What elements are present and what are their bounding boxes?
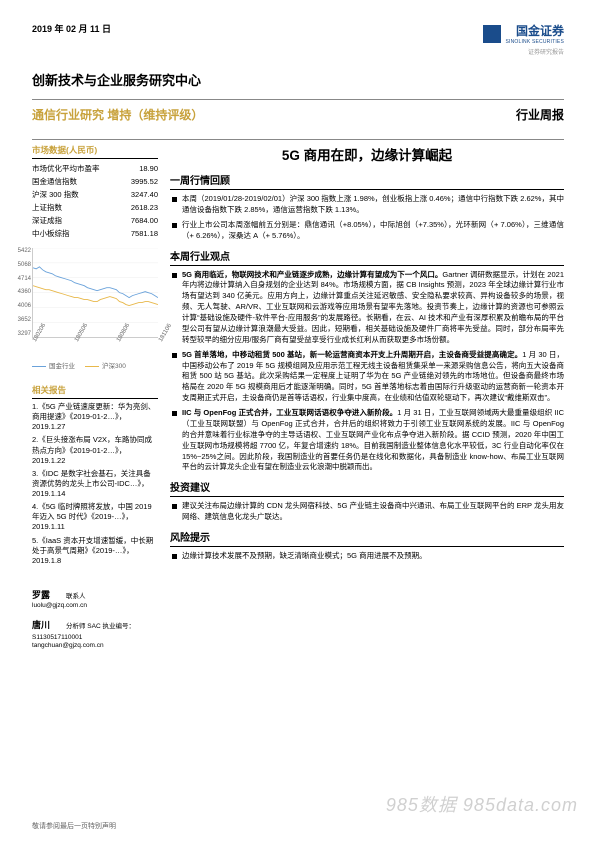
- related-item: 4.《5G 临时牌照将发放，中国 2019 年迈入 5G 时代》《2019-…》…: [32, 502, 158, 532]
- related-item: 2.《巨头接涨布局 V2X，车路协同成热点方向》《2019-01-2…》，201…: [32, 435, 158, 465]
- bullet-item: IIC 与 OpenFog 正式合并，工业互联网话语权争夺进入新阶段。1 月 3…: [170, 408, 564, 473]
- report-date: 2019 年 02 月 11 日: [32, 22, 111, 35]
- bullet-item: 行业上市公司本周涨幅前五分别是：鼎信通讯（+8.05%），中际旭创（+7.35%…: [170, 220, 564, 242]
- table-row: 沪深 300 指数3247.40: [32, 188, 158, 201]
- section-heading: 本周行业观点: [170, 248, 564, 266]
- brand-cn: 国金证券: [516, 24, 564, 38]
- related-title: 相关报告: [32, 384, 158, 399]
- brand-en: SINOLINK SECURITIES: [505, 39, 564, 45]
- related-item: 5.《IaaS 资本开支增速暂缓，中长期处于高景气周期》《2019-…》，201…: [32, 536, 158, 566]
- brand-block: 国金证券 SINOLINK SECURITIES 证券研究报告: [483, 22, 564, 56]
- table-row: 国金通信指数3995.52: [32, 175, 158, 188]
- bullet-item: 边缘计算技术发展不及预期，缺乏清晰商业模式；5G 商用进展不及预期。: [170, 551, 564, 562]
- index-chart: 5422506847144360400636523297: [32, 248, 158, 338]
- footer-note: 敬请参阅最后一页特别声明: [32, 821, 116, 831]
- section-heading: 一周行情回顾: [170, 172, 564, 190]
- bullet-item: 本周（2019/01/28-2019/02/01）沪深 300 指数上涨 1.9…: [170, 194, 564, 216]
- table-row: 深证成指7684.00: [32, 214, 158, 227]
- related-item: 1.《5G 产业链速度更新：华为亮剑、商用提速》《2019-01-2…》，201…: [32, 402, 158, 432]
- table-row: 上证指数2618.23: [32, 201, 158, 214]
- section-heading: 投资建议: [170, 479, 564, 497]
- article-title: 5G 商用在即，边缘计算崛起: [170, 144, 564, 164]
- market-title: 市场数据(人民币): [32, 144, 158, 159]
- watermark: 985数据 985data.com: [386, 791, 578, 817]
- bullet-item: 5G 商用临近，物联网技术和产业链逐步成熟，边缘计算有望成为下一个风口。Gart…: [170, 270, 564, 346]
- table-row: 市场优化平均市盈率18.90: [32, 162, 158, 175]
- table-row: 中小板综指7581.18: [32, 227, 158, 240]
- contact-block: 唐川分析师 SAC 执业编号：S1130517110001tangchuan@g…: [32, 620, 158, 651]
- divider: [32, 139, 564, 140]
- section-heading: 风险提示: [170, 529, 564, 547]
- contact-block: 罗露联系人luolu@gjzq.com.cn: [32, 590, 158, 610]
- market-table: 市场优化平均市盈率18.90国金通信指数3995.52沪深 300 指数3247…: [32, 162, 158, 240]
- bullet-item: 建议关注布局边缘计算的 CDN 龙头网宿科技、5G 产业链主设备商中兴通讯、布局…: [170, 501, 564, 523]
- bullet-item: 5G 首单落地，中移动租赁 500 基站，新一轮运营商资本开支上升周期开启，主设…: [170, 350, 564, 404]
- related-item: 3.《IDC 是数字社会基石，关注具备资源优势的龙头上市公司-IDC…》，201…: [32, 469, 158, 499]
- band-left: 通信行业研究 增持（维持评级）: [32, 106, 203, 123]
- brand-sub: 证券研究报告: [483, 47, 564, 56]
- band-right: 行业周报: [516, 106, 564, 123]
- center-title: 创新技术与企业服务研究中心: [32, 70, 564, 89]
- brand-logo-icon: [483, 25, 501, 43]
